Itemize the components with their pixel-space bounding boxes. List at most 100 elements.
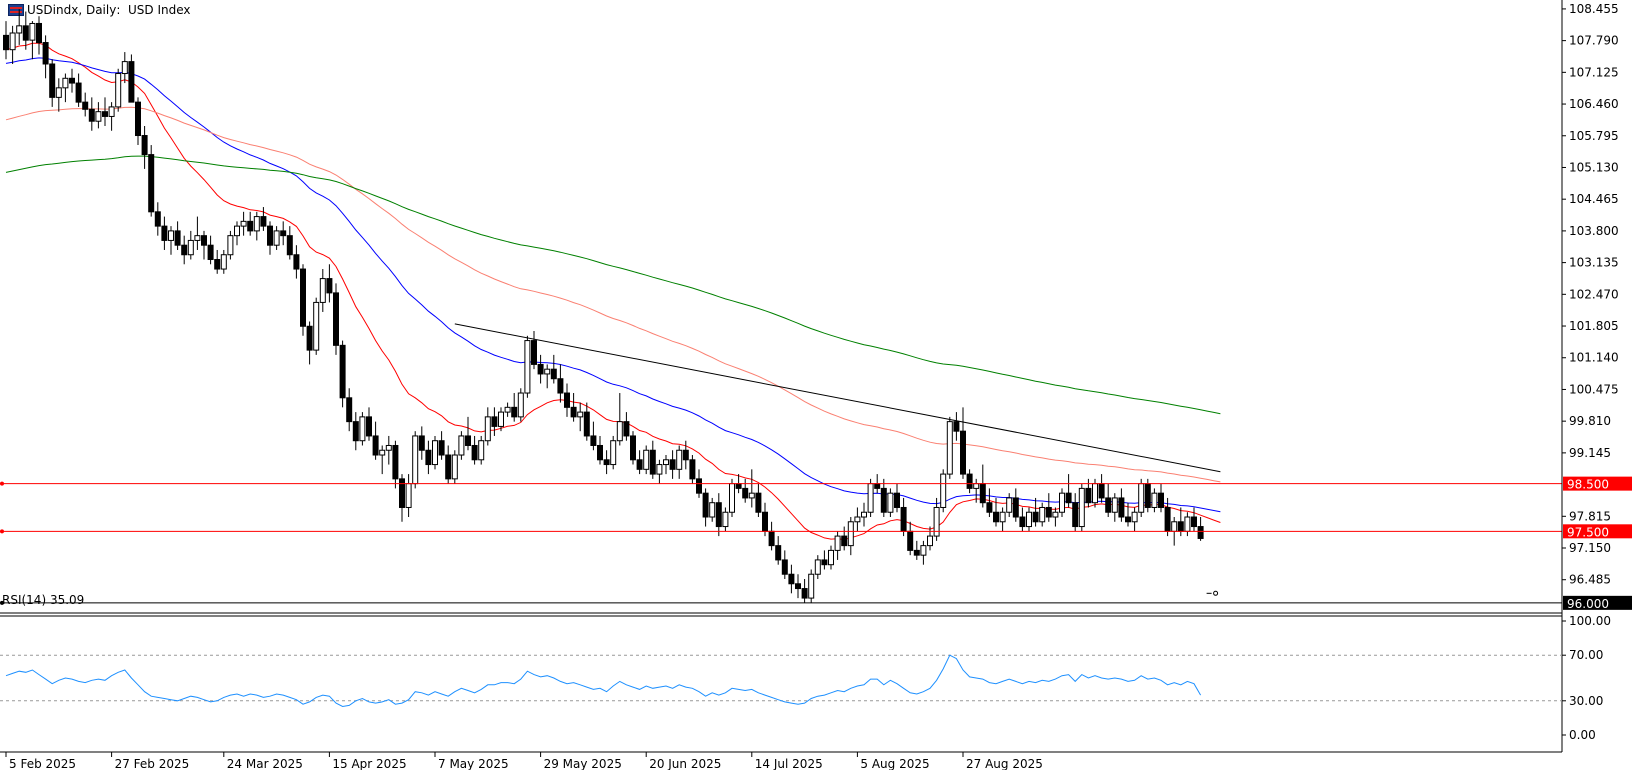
candle [484,407,491,446]
separator-comma: , [78,3,86,17]
candle-body-up [115,73,122,108]
candle-body-up [1006,497,1013,513]
candle [828,545,834,570]
candle-body-up [220,254,227,270]
candle-body-up [227,235,234,256]
price-tick-label: 102.470 [1569,287,1619,301]
price-tick-label: 105.795 [1569,129,1619,143]
candle [993,497,999,527]
candle-body-down [564,392,570,408]
price-tick-label: 96.485 [1569,573,1611,587]
candle [867,478,874,518]
candle-body-up [1026,511,1032,528]
price-tick-label: 107.125 [1569,65,1619,79]
candle [1197,517,1204,541]
candle-body-down [36,22,42,44]
candle [999,507,1006,532]
rsi-title: RSI(14) 35.09 [2,593,85,607]
candle-body-down [689,459,696,480]
candle [306,321,313,365]
candle-body-up [9,32,16,51]
candle [49,59,56,107]
candle-body-down [286,235,293,256]
candle [742,478,749,503]
candle-body-up [610,440,617,466]
candle-body-up [643,449,650,470]
candle-body-down [471,444,478,461]
candle [1098,474,1105,503]
level-price-tag [1563,476,1632,491]
price-tick-label: 101.140 [1569,351,1619,365]
candle-body-down [300,268,306,327]
candle-body-up [524,340,531,394]
candle-body-down [775,545,782,561]
candle [194,216,201,250]
candle-body-down [597,444,603,461]
candle [900,497,907,537]
price-tick-label: 97.150 [1569,541,1611,555]
candle-body-down [913,549,920,556]
candle [128,54,135,103]
candle [313,297,320,355]
timeframe: Daily [85,3,117,17]
candle-body-up [379,449,386,456]
candle [603,450,610,475]
candle [352,412,359,451]
candle-body-down [649,449,656,475]
symbol-description: USD Index [128,3,191,17]
candle-body-down [735,483,742,489]
level-price-label: 97.500 [1567,525,1609,539]
candle-body-down [781,559,788,575]
candle [979,464,986,508]
candle [247,211,254,236]
candle-body-down [174,230,181,246]
candle [458,431,465,460]
candle [16,9,23,45]
candle-body-up [1131,511,1138,523]
price-tick-label: 99.145 [1569,446,1611,460]
candle [432,435,438,470]
candle-body-down [491,416,498,427]
candle [148,145,155,217]
level-price-label: 96.000 [1567,597,1609,611]
candle-body-down [445,454,452,480]
candle-body-down [1177,521,1184,532]
candle-body-up [1059,492,1065,513]
candle-body-down [333,292,339,346]
candle [273,226,280,250]
candle [333,283,339,355]
candle [946,416,953,479]
candle-body-down [801,588,808,599]
candle-body-up [478,440,485,461]
candle [95,102,102,129]
price-tick-label: 99.810 [1569,414,1611,428]
candle [927,526,933,551]
candle-body-down [366,416,372,437]
candle [293,245,300,279]
candle [75,73,82,107]
candle [511,393,518,422]
candle-body-up [933,506,940,537]
candle-body-down [755,492,762,513]
candle [29,21,36,60]
candle-body-up [484,416,491,442]
candle [847,517,854,556]
candle [267,221,273,255]
price-tick-label: 106.460 [1569,97,1619,111]
candle [590,421,597,451]
candle-body-up [722,511,729,528]
candle [1059,488,1065,518]
candle-body-down [590,435,597,446]
candle-body-up [1151,492,1158,508]
candle [339,340,346,408]
candle-body-down [141,135,148,156]
candle-body-up [709,502,716,518]
candle [715,493,722,537]
candle-body-up [656,464,663,475]
price-tick-label: 101.805 [1569,319,1619,333]
candle-body-up [1039,506,1046,523]
price-tick-label: 103.800 [1569,224,1619,238]
candle-body-down [696,478,702,494]
candle-body-down [128,61,135,103]
